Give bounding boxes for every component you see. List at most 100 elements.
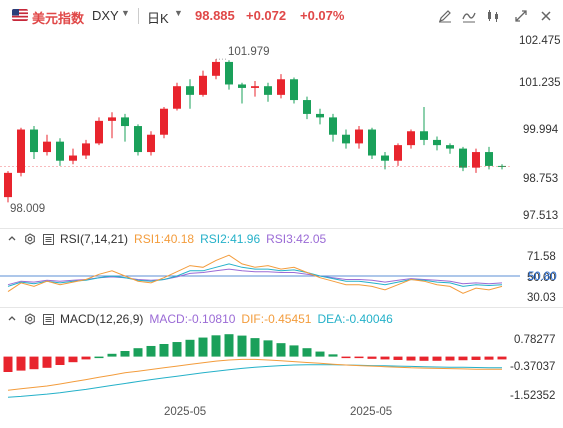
collapse-icon[interactable] — [6, 313, 18, 325]
rsi-label: RSI(7,14,21) — [60, 232, 129, 246]
period-dropdown-icon[interactable]: ▼ — [174, 8, 183, 18]
macd-histogram-bar — [367, 356, 377, 359]
macd-histogram-bar — [133, 348, 143, 357]
candle-body — [147, 134, 155, 153]
us-flag-icon — [12, 9, 28, 21]
macd-chart[interactable] — [0, 328, 563, 404]
collapse-icon[interactable] — [6, 233, 18, 245]
dif-line — [7, 358, 502, 391]
low-label: 98.009 — [10, 203, 46, 215]
candle-body — [95, 120, 103, 144]
info-icon[interactable] — [42, 313, 54, 325]
candle-body — [56, 141, 64, 161]
compare-icon[interactable] — [484, 8, 502, 24]
macd-histogram-bar — [81, 356, 91, 360]
macd-histogram-bar — [29, 356, 39, 370]
macd-histogram-bar — [16, 356, 26, 371]
close-icon[interactable] — [537, 8, 555, 24]
rsi3-line — [7, 268, 503, 286]
macd-histogram-bar — [250, 338, 260, 357]
candle-body — [43, 141, 51, 153]
candle-body — [420, 131, 428, 140]
macd-histogram-bar — [185, 339, 195, 357]
settings-icon[interactable] — [24, 313, 36, 325]
macd-histogram-bar — [419, 356, 429, 361]
candle-body — [342, 134, 350, 144]
candlestick-chart[interactable] — [0, 32, 563, 228]
macd-value: MACD:-0.10810 — [149, 312, 236, 326]
candle-body — [199, 75, 207, 95]
x-axis-label-2: 2025-05 — [350, 406, 393, 418]
symbol-code[interactable]: DXY — [92, 8, 119, 23]
candle-body — [69, 155, 77, 161]
rsi2-line — [7, 263, 503, 287]
macd-histogram-bar — [289, 345, 299, 357]
macd-histogram-bar — [94, 356, 104, 359]
y-label-1: 102.475 — [519, 35, 561, 47]
macd-histogram-bar — [406, 356, 416, 361]
macd-histogram-bar — [497, 356, 507, 360]
macd-histogram-bar — [263, 340, 273, 357]
candle-body — [225, 61, 233, 85]
candle-body — [264, 86, 272, 95]
info-icon[interactable] — [42, 233, 54, 245]
candle-body — [238, 84, 246, 88]
last-price: 98.885 — [195, 8, 235, 23]
header-bar: 美元指数 DXY ▼ 日K ▼ 98.885 +0.072 +0.07% — [0, 0, 563, 32]
header-divider — [138, 8, 139, 24]
candle-body — [121, 117, 129, 127]
candle-body — [433, 139, 441, 146]
macd-histogram-bar — [380, 356, 390, 360]
macd-histogram-bar — [107, 353, 117, 357]
macd-histogram-bar — [328, 354, 338, 357]
candle-body — [186, 86, 194, 95]
y-label-5: 97.513 — [523, 210, 559, 222]
period-selector[interactable]: 日K — [147, 11, 169, 26]
draw-pen-icon[interactable] — [436, 8, 454, 24]
rsi-header: RSI(7,14,21) RSI1:40.18 RSI2:41.96 RSI3:… — [6, 231, 326, 247]
price-change-pct: +0.07% — [300, 8, 345, 23]
candle-body — [160, 108, 168, 135]
rsi2-value: RSI2:41.96 — [200, 232, 261, 246]
macd-label: MACD(12,26,9) — [60, 312, 144, 326]
candle-body — [303, 100, 311, 114]
symbol-dropdown-icon[interactable]: ▼ — [121, 8, 130, 18]
candle-body — [459, 148, 467, 168]
candle-body — [17, 129, 25, 173]
candle-body — [4, 172, 12, 198]
macd-y-label-2: -0.37037 — [510, 361, 556, 373]
y-label-3: 99.994 — [523, 124, 559, 136]
rsi1-value: RSI1:40.18 — [134, 232, 195, 246]
macd-histogram-bar — [224, 334, 234, 357]
candle-body — [277, 79, 285, 95]
divider-rsi-macd — [0, 307, 563, 308]
candle-body — [30, 129, 38, 153]
macd-histogram-bar — [3, 356, 13, 372]
fullscreen-icon[interactable] — [512, 8, 530, 24]
rsi-overlay-label: 50.80 — [528, 271, 557, 283]
rsi1-line — [7, 254, 503, 294]
divider-main-rsi — [0, 228, 563, 229]
y-label-2: 101.235 — [519, 77, 561, 89]
price-change: +0.072 — [246, 8, 287, 23]
candle-body — [251, 86, 259, 88]
macd-y-label-1: 0.78277 — [514, 334, 556, 346]
candle-body — [394, 145, 402, 161]
indicator-icon[interactable] — [460, 8, 478, 24]
candle-body — [173, 86, 181, 109]
rsi-chart[interactable] — [0, 248, 563, 304]
rsi-y-label-1: 71.58 — [527, 251, 556, 263]
rsi3-value: RSI3:42.05 — [266, 232, 327, 246]
settings-icon[interactable] — [24, 233, 36, 245]
macd-histogram-bar — [471, 356, 481, 360]
symbol-name[interactable]: 美元指数 — [32, 11, 85, 26]
macd-histogram-bar — [393, 356, 403, 360]
macd-histogram-bar — [432, 356, 442, 361]
macd-histogram-bar — [42, 356, 52, 368]
dea-value: DEA:-0.40046 — [317, 312, 393, 326]
candle-body — [381, 155, 389, 161]
macd-histogram-bar — [159, 344, 169, 357]
candle-body — [134, 126, 142, 153]
x-axis-label-1: 2025-05 — [164, 406, 207, 418]
